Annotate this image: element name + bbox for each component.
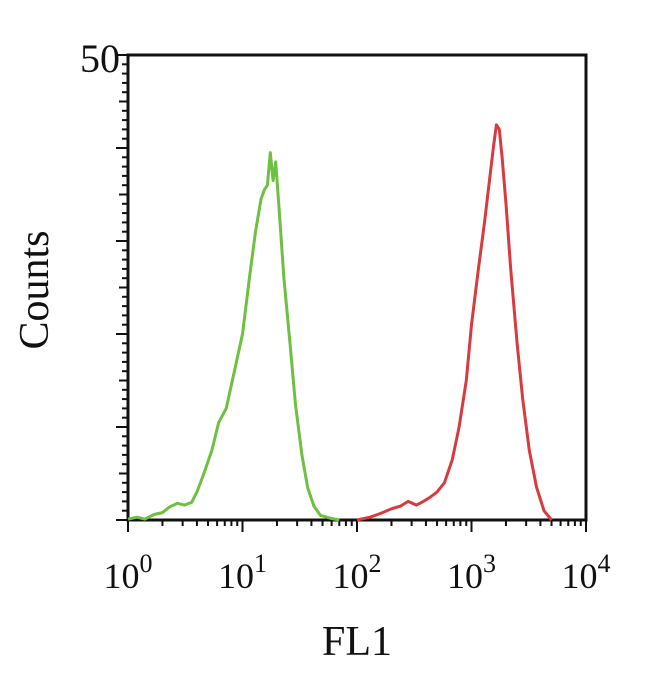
x-tick-label: 101	[218, 549, 267, 596]
x-tick-label: 103	[447, 549, 496, 596]
x-tick-label: 100	[104, 549, 153, 596]
x-tick-label: 104	[562, 549, 611, 596]
x-axis-ticks	[127, 520, 587, 532]
y-axis-ticks	[116, 54, 128, 521]
histogram-line-2	[356, 123, 553, 522]
x-tick-label: 102	[333, 549, 382, 596]
histogram-line-1	[127, 151, 340, 522]
series-layer	[127, 123, 553, 522]
y-axis-label: Counts	[12, 230, 58, 349]
y-tick-label: 50	[80, 36, 120, 81]
x-tick-labels: 100 101 102 103 104	[104, 549, 611, 596]
x-axis-label: FL1	[322, 619, 392, 665]
plot-frame	[126, 53, 588, 522]
